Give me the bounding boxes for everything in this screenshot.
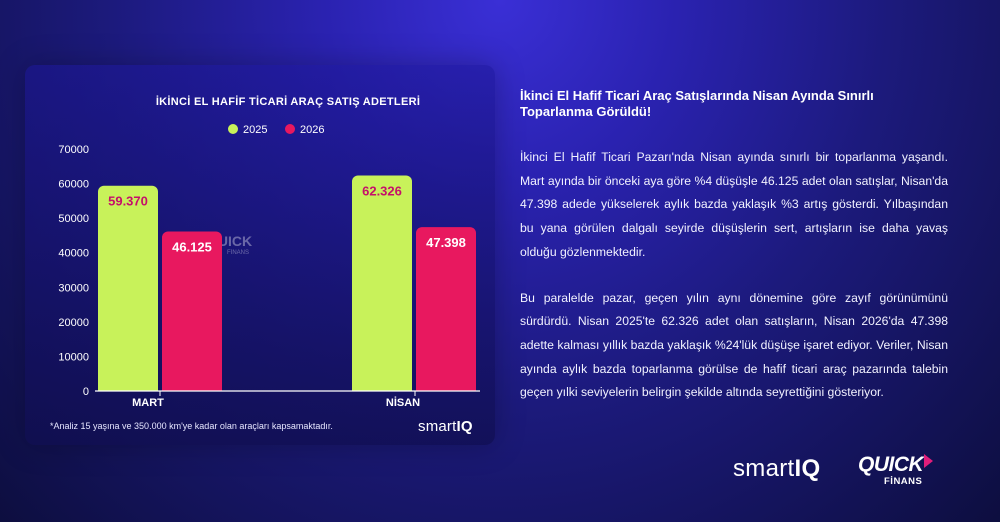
x-category-label: NİSAN (386, 396, 420, 409)
data-label: 62.326 (362, 184, 402, 199)
y-tick-label: 20000 (58, 317, 89, 329)
smartiq-logo: smartIQ (733, 455, 820, 483)
data-label: 47.398 (426, 235, 466, 250)
bar-2025-0 (98, 185, 158, 391)
y-tick-label: 30000 (58, 282, 89, 294)
article-paragraph-1: İkinci El Hafif Ticari Pazarı'nda Nisan … (520, 150, 948, 259)
bar-2026-1 (416, 227, 476, 391)
y-axis: 0 10000 20000 30000 40000 50000 60000 70000 (58, 144, 89, 398)
y-tick-label: 60000 (58, 179, 89, 191)
y-tick-label: 40000 (58, 248, 89, 260)
small-logo-part1: smart (418, 418, 457, 435)
bar-base-2026-0 (162, 383, 222, 391)
y-tick-label: 0 (83, 386, 89, 398)
bar-2026-0 (162, 231, 222, 391)
small-logo-part2: IQ (456, 418, 473, 435)
quick-logo-sub: FİNANS (884, 476, 923, 487)
quick-arrow-icon (924, 454, 934, 468)
article-heading: İkinci El Hafif Ticari Araç Satışlarında… (520, 88, 874, 119)
bar-base-2025-1 (352, 383, 412, 391)
smartiq-logo-part1: smart (733, 455, 795, 482)
bars-group: 59.370 46.125 62.326 47.398 (98, 175, 476, 391)
legend-label-2026: 2026 (300, 124, 324, 136)
smartiq-small-logo: smartIQ (418, 418, 473, 435)
y-tick-label: 50000 (58, 213, 89, 225)
chart-legend: 2025 2026 (228, 124, 324, 136)
legend-swatch-2025 (228, 124, 238, 134)
legend-swatch-2026 (285, 124, 295, 134)
x-category-label: MART (132, 397, 164, 409)
data-label: 46.125 (172, 240, 212, 255)
chart-title: İKİNCİ EL HAFİF TİCARİ ARAÇ SATIŞ ADETLE… (156, 95, 420, 108)
bar-chart: İKİNCİ EL HAFİF TİCARİ ARAÇ SATIŞ ADETLE… (58, 95, 480, 409)
y-tick-label: 10000 (58, 351, 89, 363)
article-paragraph-2: Bu paralelde pazar, geçen yılın aynı dön… (520, 290, 948, 400)
chart-footnote: *Analiz 15 yaşına ve 350.000 km'ye kadar… (50, 421, 333, 431)
quick-finans-logo: QUICK FİNANS (858, 453, 948, 491)
bar-base-2025-0 (98, 383, 158, 391)
bar-2025-1 (352, 175, 412, 391)
legend-label-2025: 2025 (243, 124, 267, 136)
data-label: 59.370 (108, 194, 148, 209)
quick-logo-word: QUICK (858, 453, 924, 476)
smartiq-logo-part2: IQ (794, 455, 821, 482)
bar-base-2026-1 (416, 383, 476, 391)
x-axis: MART NİSAN (95, 390, 480, 409)
y-tick-label: 70000 (58, 144, 89, 156)
watermark-sub: FİNANS (227, 249, 249, 256)
article: İkinci El Hafif Ticari Araç Satışlarında… (520, 88, 948, 427)
